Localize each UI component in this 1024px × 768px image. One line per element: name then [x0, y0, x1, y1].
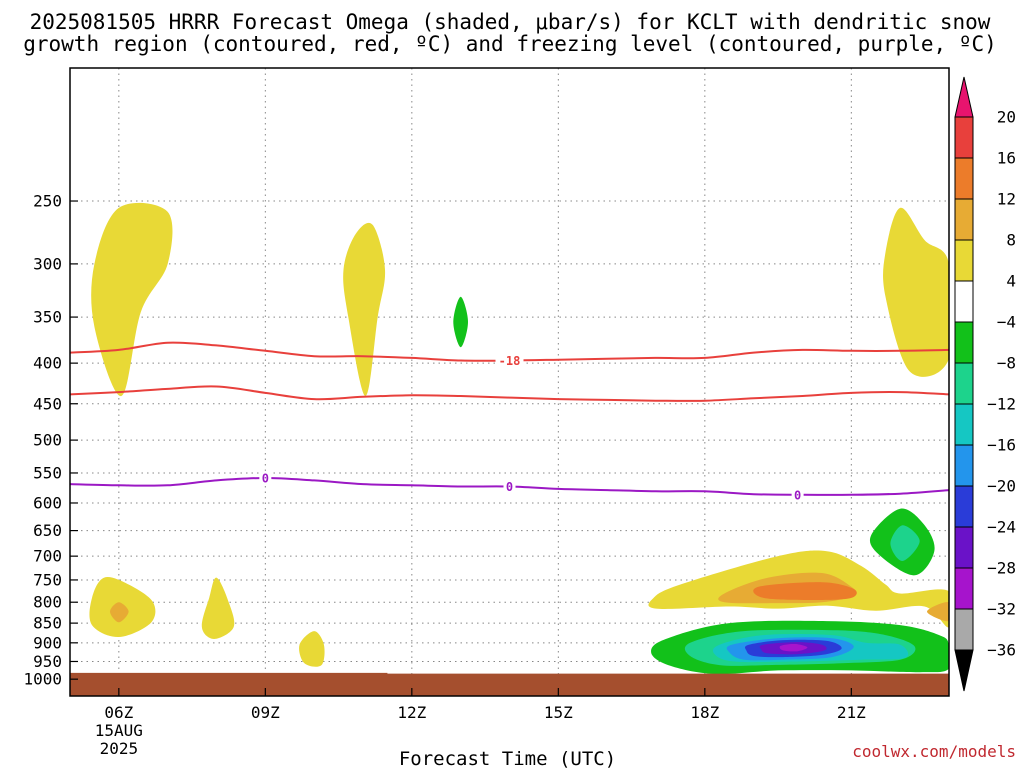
contour-label-bg	[495, 353, 524, 368]
omega-region	[201, 577, 235, 639]
omega-region	[453, 296, 468, 348]
omega-region	[927, 602, 949, 622]
contours: -18 0 0 0	[70, 341, 949, 502]
omega-region	[343, 222, 386, 396]
colorbar-label: −12	[987, 395, 1016, 414]
x-tick-label: 18Z	[690, 703, 719, 722]
y-tick-label: 300	[33, 254, 62, 273]
y-tick-label: 900	[33, 633, 62, 652]
colorbar-label: −20	[987, 477, 1016, 496]
colorbar: 20 16 12 8 4 −4 −8 −12 −16 −20 −24 −28 −32 −36	[954, 76, 1016, 692]
x-date-label: 15AUG	[95, 721, 143, 740]
x-tick-label: 15Z	[544, 703, 573, 722]
colorbar-box	[954, 526, 974, 569]
omega-region	[890, 525, 920, 562]
y-tick-label: 750	[33, 570, 62, 589]
omega-region	[299, 631, 325, 667]
colorbar-label: 4	[1006, 272, 1016, 291]
colorbar-box	[954, 608, 974, 651]
colorbar-box	[954, 321, 974, 364]
y-tick-label: 650	[33, 521, 62, 540]
contour-label-bg	[259, 470, 272, 485]
plot-frame	[69, 67, 950, 697]
x-date-label: 2025	[100, 739, 139, 758]
credit-text: coolwx.com/models	[852, 742, 1016, 761]
x-tick-label: 06Z	[104, 703, 133, 722]
colorbar-bottom-arrow	[954, 649, 974, 692]
omega-shading	[89, 202, 949, 675]
colorbar-box	[954, 567, 974, 610]
y-tick-label: 350	[33, 308, 62, 327]
contour-label: 0	[794, 488, 801, 502]
x-tick-label: 09Z	[251, 703, 280, 722]
x-axis-title: Forecast Time (UTC)	[399, 748, 616, 768]
terrain	[70, 672, 949, 696]
colorbar-box	[954, 116, 974, 159]
contour-label-bg	[503, 479, 516, 494]
colorbar-label: 16	[997, 149, 1016, 168]
y-axis: 2503003504004505005506006507007508008509…	[23, 192, 78, 689]
contour-line	[70, 385, 949, 402]
colorbar-label: −32	[987, 600, 1016, 619]
y-tick-label: 250	[33, 192, 62, 211]
terrain-fill	[70, 672, 949, 696]
omega-region	[779, 643, 808, 652]
omega-region	[753, 582, 857, 601]
colorbar-label: −8	[997, 354, 1016, 373]
omega-region	[91, 202, 173, 397]
colorbar-top-arrow	[954, 76, 974, 118]
colorbar-box	[954, 444, 974, 487]
y-tick-label: 1000	[23, 670, 62, 689]
chart-title: 2025081505 HRRR Forecast Omega (shaded, …	[23, 10, 997, 56]
colorbar-box	[954, 239, 974, 282]
colorbar-box	[954, 198, 974, 241]
omega-region	[883, 207, 949, 377]
contour-label: -18	[499, 354, 521, 368]
colorbar-box	[954, 485, 974, 528]
colorbar-label: −16	[987, 436, 1016, 455]
colorbar-box	[954, 157, 974, 200]
y-tick-label: 500	[33, 431, 62, 450]
y-tick-label: 800	[33, 593, 62, 612]
contour-label: 0	[262, 471, 269, 485]
colorbar-box	[954, 403, 974, 446]
y-tick-label: 400	[33, 354, 62, 373]
y-tick-label: 850	[33, 614, 62, 633]
colorbar-label: −4	[997, 313, 1016, 332]
y-tick-label: 700	[33, 547, 62, 566]
y-tick-label: 450	[33, 394, 62, 413]
colorbar-label: 8	[1006, 231, 1016, 250]
colorbar-label: 12	[997, 190, 1016, 209]
x-tick-label: 21Z	[837, 703, 866, 722]
colorbar-label: 20	[997, 108, 1016, 127]
colorbar-label: −28	[987, 559, 1016, 578]
colorbar-label: −36	[987, 641, 1016, 660]
colorbar-label: −24	[987, 518, 1016, 537]
y-tick-label: 600	[33, 493, 62, 512]
contour-label-bg	[791, 487, 804, 502]
y-tick-label: 550	[33, 463, 62, 482]
title-line: growth region (contoured, red, ºC) and f…	[23, 32, 997, 56]
x-tick-label: 12Z	[397, 703, 426, 722]
colorbar-box	[954, 362, 974, 405]
contour-label: 0	[506, 480, 513, 494]
title-line: 2025081505 HRRR Forecast Omega (shaded, …	[30, 10, 991, 34]
omega-region	[110, 602, 129, 623]
colorbar-box	[954, 280, 974, 323]
y-tick-label: 950	[33, 652, 62, 671]
